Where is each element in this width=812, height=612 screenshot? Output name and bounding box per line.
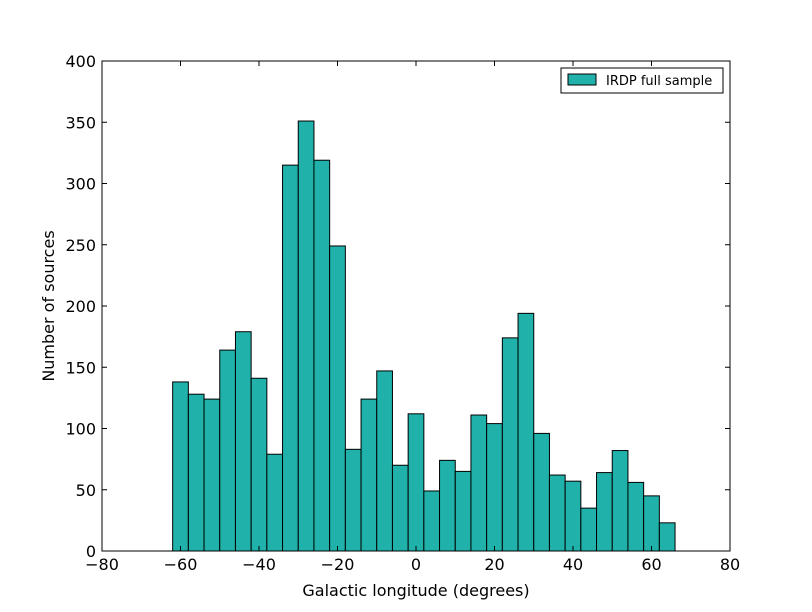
x-tick-labels: −80 −60 −40 −20 0 20 40 60 80 — [85, 555, 740, 574]
y-tick-label: 300 — [65, 175, 96, 194]
histogram-bar — [297, 120, 315, 552]
legend-swatch — [567, 73, 597, 86]
histogram-bar — [313, 159, 331, 552]
histogram-bar — [376, 370, 393, 552]
y-tick-label: 100 — [65, 420, 96, 439]
y-tick-label: 350 — [65, 113, 96, 132]
histogram-bar — [266, 453, 284, 552]
x-tick-label: −60 — [164, 555, 198, 574]
histogram-bar — [282, 164, 299, 552]
histogram-bar — [187, 393, 205, 552]
x-tick-label: 0 — [411, 555, 421, 574]
histogram-bar — [611, 450, 629, 552]
histogram-bar — [470, 414, 488, 552]
histogram-bar — [596, 472, 613, 552]
legend-label: IRDP full sample — [606, 74, 712, 89]
x-axis-label: Galactic longitude (degrees) — [302, 581, 529, 600]
histogram-bar — [203, 398, 221, 552]
histogram-bar — [517, 312, 535, 552]
histogram-bar — [533, 432, 550, 552]
y-tick-label: 200 — [65, 297, 96, 316]
histogram-bar — [407, 413, 425, 552]
x-tick-label: 60 — [641, 555, 661, 574]
histogram-bar — [548, 474, 566, 552]
histogram-bar — [423, 490, 441, 552]
y-tick-label: 150 — [65, 358, 96, 377]
histogram-bar — [564, 480, 582, 552]
x-tick-label: −80 — [85, 555, 119, 574]
bar-group — [172, 120, 676, 552]
histogram-bar — [329, 245, 346, 552]
y-tick-labels: 0 50 100 150 200 250 300 350 400 — [65, 52, 96, 561]
histogram-bar — [439, 459, 456, 552]
x-tick-label: −20 — [321, 555, 355, 574]
y-axis-label: Number of sources — [39, 230, 58, 381]
histogram-bar — [580, 507, 598, 552]
y-tick-label: 0 — [86, 542, 96, 561]
histogram-bar — [486, 423, 503, 552]
y-tick-label: 250 — [65, 236, 96, 255]
histogram-bar — [627, 481, 645, 552]
histogram-bar — [454, 470, 472, 552]
histogram-bar — [172, 381, 189, 552]
y-tick-label: 50 — [76, 481, 96, 500]
x-tick-label: −40 — [242, 555, 276, 574]
histogram-bar — [219, 349, 236, 552]
plot-frame — [101, 60, 731, 552]
histogram-bar — [658, 522, 676, 552]
x-tick-label: 80 — [720, 555, 740, 574]
histogram-bar — [501, 337, 519, 552]
histogram-bar — [234, 331, 252, 552]
x-tick-label: 20 — [484, 555, 504, 574]
legend: IRDP full sample — [560, 67, 724, 94]
histogram-bar — [391, 464, 409, 552]
histogram-bar — [360, 398, 378, 552]
histogram-bar — [344, 448, 362, 552]
histogram-bar — [250, 377, 268, 552]
y-tick-label: 400 — [65, 52, 96, 71]
x-tick-label: 40 — [563, 555, 583, 574]
histogram-bar — [643, 495, 660, 552]
